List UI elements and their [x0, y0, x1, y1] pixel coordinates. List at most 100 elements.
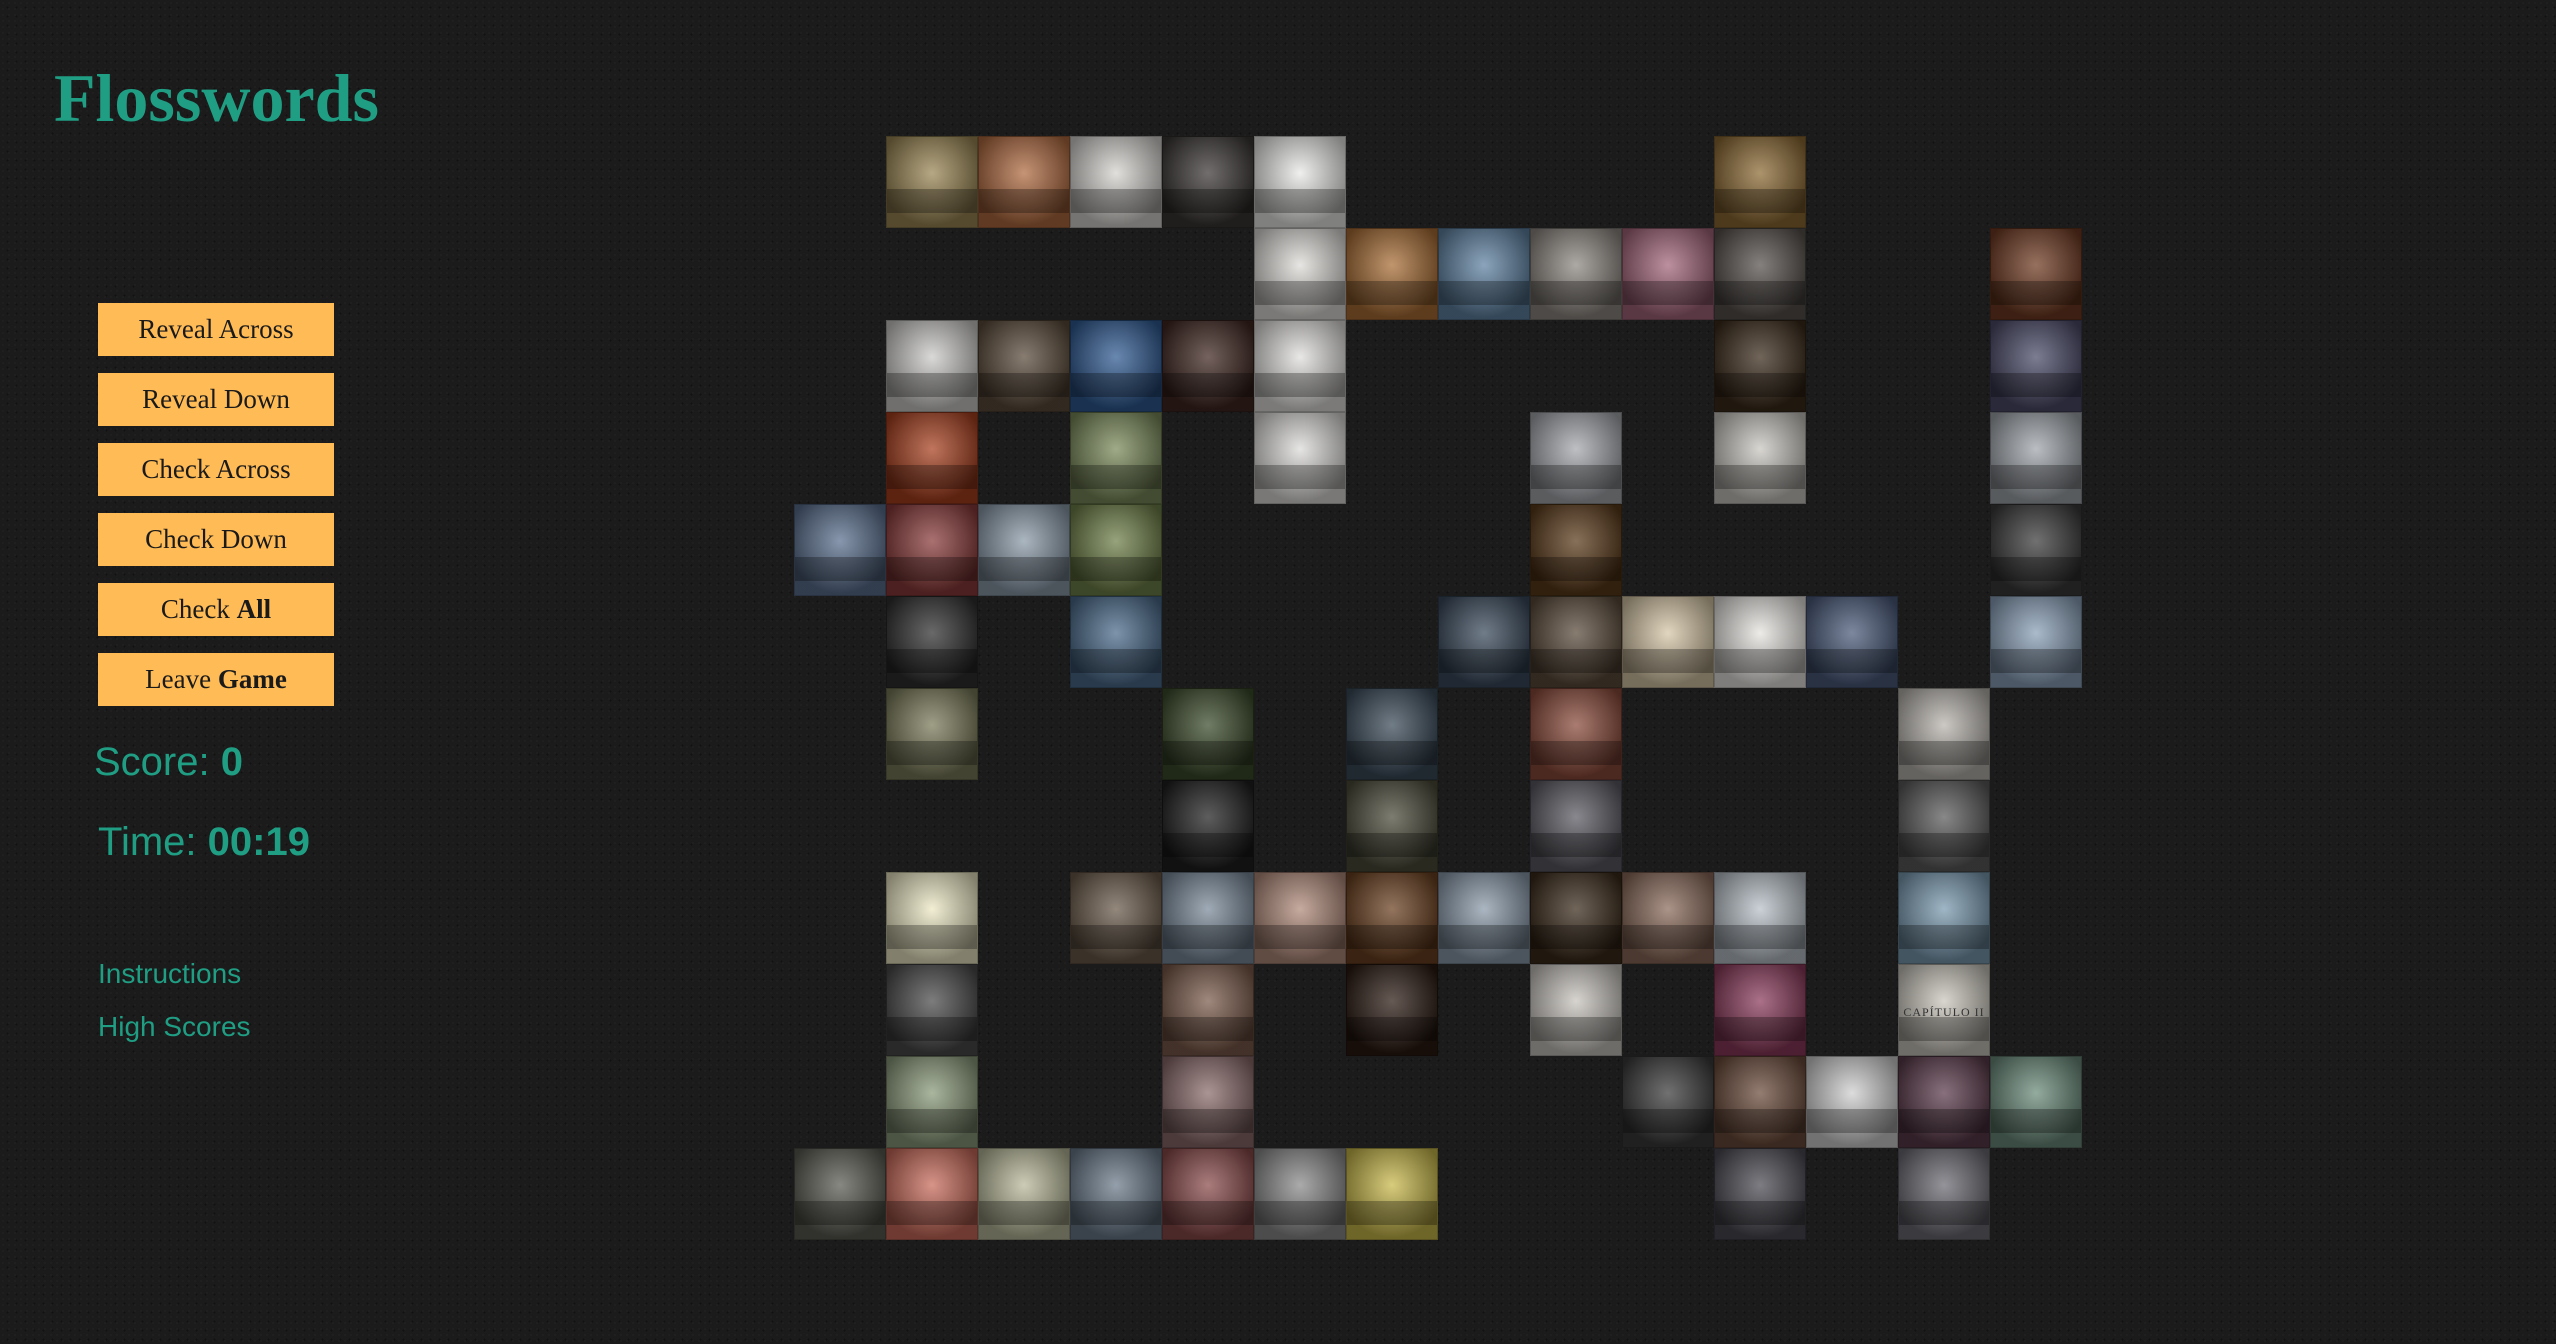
image-tile[interactable]	[1346, 1148, 1438, 1240]
image-tile[interactable]	[1530, 964, 1622, 1056]
image-tile[interactable]	[1806, 596, 1898, 688]
image-tile[interactable]	[886, 320, 978, 412]
image-tile[interactable]	[1714, 228, 1806, 320]
image-tile[interactable]	[1162, 136, 1254, 228]
image-tile[interactable]	[1898, 780, 1990, 872]
image-tile[interactable]	[1254, 228, 1346, 320]
image-tile[interactable]	[1438, 228, 1530, 320]
image-tile[interactable]	[794, 1148, 886, 1240]
image-tile[interactable]	[1714, 1056, 1806, 1148]
image-tile[interactable]	[1990, 228, 2082, 320]
image-tile[interactable]	[1070, 136, 1162, 228]
image-tile[interactable]	[886, 412, 978, 504]
instructions-link[interactable]: Instructions	[98, 958, 242, 989]
tile-detail	[1899, 925, 1989, 949]
image-tile[interactable]	[1622, 596, 1714, 688]
image-tile[interactable]	[1070, 596, 1162, 688]
image-tile[interactable]	[978, 136, 1070, 228]
tile-detail	[1991, 649, 2081, 673]
image-tile[interactable]	[1530, 412, 1622, 504]
tile-detail	[795, 1201, 885, 1225]
tile-shading	[1255, 413, 1345, 503]
tile-shading	[1347, 965, 1437, 1055]
image-tile[interactable]	[978, 504, 1070, 596]
tile-detail	[1623, 281, 1713, 305]
image-tile[interactable]	[886, 872, 978, 964]
image-tile[interactable]	[1622, 1056, 1714, 1148]
image-tile[interactable]	[1714, 136, 1806, 228]
image-tile[interactable]	[1714, 1148, 1806, 1240]
image-tile[interactable]	[1530, 596, 1622, 688]
image-tile[interactable]	[1162, 1056, 1254, 1148]
image-tile[interactable]	[1622, 228, 1714, 320]
image-tile[interactable]	[1254, 320, 1346, 412]
image-tile[interactable]	[886, 1148, 978, 1240]
image-tile[interactable]	[1070, 412, 1162, 504]
image-tile[interactable]	[1898, 688, 1990, 780]
image-tile[interactable]	[1530, 228, 1622, 320]
image-tile[interactable]	[1714, 964, 1806, 1056]
image-tile[interactable]	[1346, 964, 1438, 1056]
image-tile[interactable]	[1162, 688, 1254, 780]
image-tile[interactable]	[886, 136, 978, 228]
image-tile[interactable]	[1530, 780, 1622, 872]
image-tile[interactable]	[1530, 504, 1622, 596]
image-tile[interactable]	[1714, 320, 1806, 412]
image-tile[interactable]	[886, 1056, 978, 1148]
image-tile[interactable]	[1990, 1056, 2082, 1148]
image-tile[interactable]	[978, 1148, 1070, 1240]
image-tile[interactable]	[1346, 872, 1438, 964]
image-tile[interactable]	[886, 596, 978, 688]
image-tile[interactable]	[1438, 596, 1530, 688]
check-across-button[interactable]: Check Across	[98, 443, 334, 496]
image-tile[interactable]	[1070, 1148, 1162, 1240]
image-tile[interactable]	[886, 688, 978, 780]
image-tile[interactable]	[1070, 504, 1162, 596]
image-tile[interactable]	[1806, 1056, 1898, 1148]
image-tile[interactable]	[1990, 504, 2082, 596]
image-tile[interactable]	[1254, 412, 1346, 504]
image-tile[interactable]	[1254, 136, 1346, 228]
image-tile[interactable]	[978, 320, 1070, 412]
reveal-down-button[interactable]: Reveal Down	[98, 373, 334, 426]
check-down-button[interactable]: Check Down	[98, 513, 334, 566]
image-tile[interactable]	[1990, 596, 2082, 688]
image-tile[interactable]	[1898, 1148, 1990, 1240]
image-tile[interactable]	[1990, 412, 2082, 504]
image-tile[interactable]	[886, 504, 978, 596]
image-tile[interactable]	[1162, 780, 1254, 872]
image-tile[interactable]	[1990, 320, 2082, 412]
leave-game-button[interactable]: Leave Game	[98, 653, 334, 706]
image-tile[interactable]	[1254, 872, 1346, 964]
image-tile[interactable]	[1714, 872, 1806, 964]
tile-detail	[1715, 649, 1805, 673]
tile-shading	[1255, 1149, 1345, 1239]
image-tile[interactable]	[1070, 320, 1162, 412]
image-tile[interactable]	[1622, 872, 1714, 964]
image-tile[interactable]	[1530, 688, 1622, 780]
image-tile[interactable]	[1346, 228, 1438, 320]
tile-detail	[1531, 741, 1621, 765]
reveal-across-button[interactable]: Reveal Across	[98, 303, 334, 356]
image-tile[interactable]	[1254, 1148, 1346, 1240]
image-tile[interactable]: CAPÍTULO II	[1898, 964, 1990, 1056]
image-tile[interactable]	[1898, 1056, 1990, 1148]
image-tile[interactable]	[1714, 412, 1806, 504]
image-tile[interactable]	[1898, 872, 1990, 964]
image-tile[interactable]	[1162, 872, 1254, 964]
image-tile[interactable]	[1162, 964, 1254, 1056]
high-scores-link[interactable]: High Scores	[98, 1011, 251, 1042]
image-tile[interactable]	[1438, 872, 1530, 964]
image-tile[interactable]	[1070, 872, 1162, 964]
tile-shading	[887, 1057, 977, 1147]
image-tile[interactable]	[1162, 1148, 1254, 1240]
image-tile[interactable]	[1162, 320, 1254, 412]
image-tile[interactable]	[1346, 780, 1438, 872]
image-tile[interactable]	[794, 504, 886, 596]
image-tile[interactable]	[886, 964, 978, 1056]
check-all-button[interactable]: Check All	[98, 583, 334, 636]
image-tile[interactable]	[1714, 596, 1806, 688]
image-tile[interactable]	[1346, 688, 1438, 780]
image-tile[interactable]	[1530, 872, 1622, 964]
tile-shading	[1071, 1149, 1161, 1239]
